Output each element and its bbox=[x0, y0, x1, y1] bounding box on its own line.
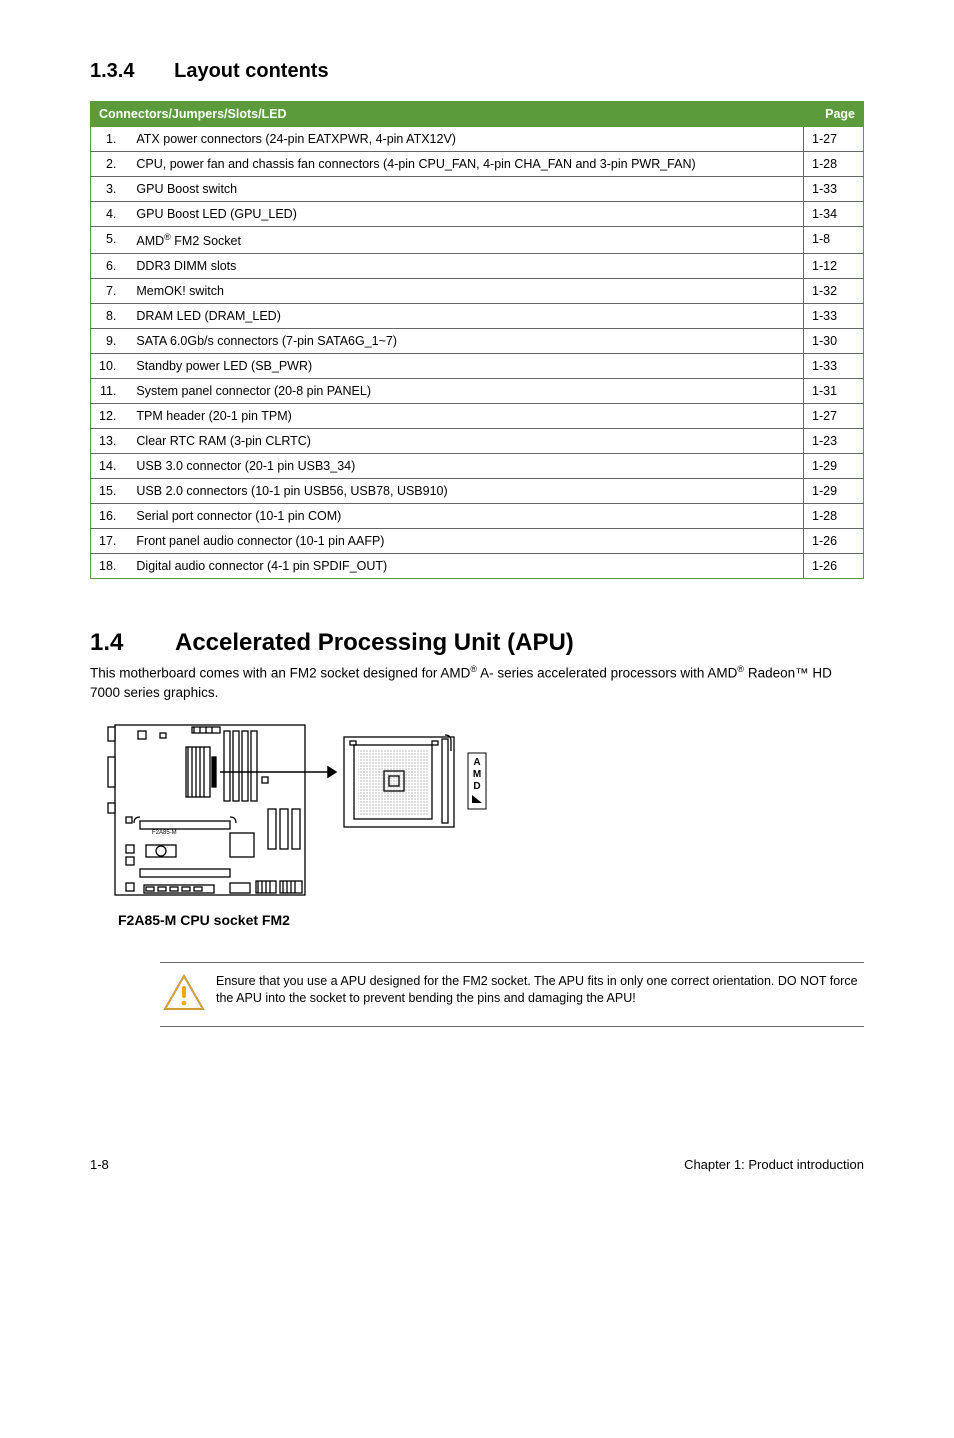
row-page: 1-32 bbox=[804, 279, 864, 304]
row-description: Clear RTC RAM (3-pin CLRTC) bbox=[128, 429, 803, 454]
row-number: 18. bbox=[91, 554, 129, 579]
row-page: 1-33 bbox=[804, 304, 864, 329]
row-description: GPU Boost switch bbox=[128, 177, 803, 202]
table-row: 2.CPU, power fan and chassis fan connect… bbox=[91, 152, 864, 177]
row-page: 1-34 bbox=[804, 202, 864, 227]
table-row: 7.MemOK! switch1-32 bbox=[91, 279, 864, 304]
row-description: GPU Boost LED (GPU_LED) bbox=[128, 202, 803, 227]
text: This motherboard comes with an FM2 socke… bbox=[90, 666, 470, 681]
row-page: 1-8 bbox=[804, 227, 864, 254]
row-number: 3. bbox=[91, 177, 129, 202]
row-page: 1-29 bbox=[804, 479, 864, 504]
text: A- series accelerated processors with AM… bbox=[477, 666, 737, 681]
row-page: 1-31 bbox=[804, 379, 864, 404]
board-figure: F2A85-M bbox=[90, 717, 864, 928]
motherboard-diagram: F2A85-M bbox=[90, 717, 490, 907]
row-description: MemOK! switch bbox=[128, 279, 803, 304]
row-number: 4. bbox=[91, 202, 129, 227]
table-row: 3.GPU Boost switch1-33 bbox=[91, 177, 864, 202]
row-description: DDR3 DIMM slots bbox=[128, 254, 803, 279]
row-number: 12. bbox=[91, 404, 129, 429]
table-row: 10.Standby power LED (SB_PWR)1-33 bbox=[91, 354, 864, 379]
row-page: 1-33 bbox=[804, 177, 864, 202]
row-description: USB 2.0 connectors (10-1 pin USB56, USB7… bbox=[128, 479, 803, 504]
table-row: 12.TPM header (20-1 pin TPM)1-27 bbox=[91, 404, 864, 429]
section-number: 1.3.4 bbox=[90, 60, 134, 82]
row-description: Serial port connector (10-1 pin COM) bbox=[128, 504, 803, 529]
caution-icon bbox=[162, 973, 216, 1016]
row-number: 6. bbox=[91, 254, 129, 279]
row-description: Front panel audio connector (10-1 pin AA… bbox=[128, 529, 803, 554]
row-page: 1-26 bbox=[804, 554, 864, 579]
row-description: DRAM LED (DRAM_LED) bbox=[128, 304, 803, 329]
table-row: 6.DDR3 DIMM slots1-12 bbox=[91, 254, 864, 279]
connectors-table: Connectors/Jumpers/Slots/LED Page 1.ATX … bbox=[90, 101, 864, 579]
table-row: 11.System panel connector (20-8 pin PANE… bbox=[91, 379, 864, 404]
row-description: AMD® FM2 Socket bbox=[128, 227, 803, 254]
caution-text: Ensure that you use a APU designed for t… bbox=[216, 973, 862, 1008]
row-description: Standby power LED (SB_PWR) bbox=[128, 354, 803, 379]
section-number: 1.4 bbox=[90, 629, 123, 656]
table-row: 4.GPU Boost LED (GPU_LED)1-34 bbox=[91, 202, 864, 227]
row-number: 17. bbox=[91, 529, 129, 554]
row-number: 13. bbox=[91, 429, 129, 454]
table-row: 17.Front panel audio connector (10-1 pin… bbox=[91, 529, 864, 554]
table-row: 15.USB 2.0 connectors (10-1 pin USB56, U… bbox=[91, 479, 864, 504]
row-number: 9. bbox=[91, 329, 129, 354]
row-number: 5. bbox=[91, 227, 129, 254]
row-number: 8. bbox=[91, 304, 129, 329]
table-row: 14.USB 3.0 connector (20-1 pin USB3_34)1… bbox=[91, 454, 864, 479]
row-number: 14. bbox=[91, 454, 129, 479]
table-row: 13.Clear RTC RAM (3-pin CLRTC)1-23 bbox=[91, 429, 864, 454]
page-footer: 1-8 Chapter 1: Product introduction bbox=[90, 1157, 864, 1172]
row-number: 2. bbox=[91, 152, 129, 177]
apu-description: This motherboard comes with an FM2 socke… bbox=[90, 663, 864, 703]
table-row: 16.Serial port connector (10-1 pin COM)1… bbox=[91, 504, 864, 529]
row-description: Digital audio connector (4-1 pin SPDIF_O… bbox=[128, 554, 803, 579]
caution-note: Ensure that you use a APU designed for t… bbox=[160, 962, 864, 1027]
row-number: 15. bbox=[91, 479, 129, 504]
footer-chapter: Chapter 1: Product introduction bbox=[684, 1157, 864, 1172]
row-page: 1-26 bbox=[804, 529, 864, 554]
row-description: TPM header (20-1 pin TPM) bbox=[128, 404, 803, 429]
amd-letter: M bbox=[473, 769, 481, 780]
row-page: 1-27 bbox=[804, 404, 864, 429]
row-description: ATX power connectors (24-pin EATXPWR, 4-… bbox=[128, 127, 803, 152]
table-row: 1.ATX power connectors (24-pin EATXPWR, … bbox=[91, 127, 864, 152]
row-number: 1. bbox=[91, 127, 129, 152]
footer-page-number: 1-8 bbox=[90, 1157, 109, 1172]
board-model-label: F2A85-M bbox=[152, 830, 177, 836]
heading-layout-contents: 1.3.4 Layout contents bbox=[90, 60, 864, 83]
row-page: 1-28 bbox=[804, 152, 864, 177]
section-title: Layout contents bbox=[174, 60, 328, 82]
row-description: CPU, power fan and chassis fan connector… bbox=[128, 152, 803, 177]
table-row: 5.AMD® FM2 Socket1-8 bbox=[91, 227, 864, 254]
row-page: 1-28 bbox=[804, 504, 864, 529]
row-description: SATA 6.0Gb/s connectors (7-pin SATA6G_1~… bbox=[128, 329, 803, 354]
row-page: 1-29 bbox=[804, 454, 864, 479]
table-header-left: Connectors/Jumpers/Slots/LED bbox=[91, 102, 804, 127]
row-page: 1-33 bbox=[804, 354, 864, 379]
table-row: 9.SATA 6.0Gb/s connectors (7-pin SATA6G_… bbox=[91, 329, 864, 354]
row-description: System panel connector (20-8 pin PANEL) bbox=[128, 379, 803, 404]
table-header-page: Page bbox=[804, 102, 864, 127]
section-title: Accelerated Processing Unit (APU) bbox=[175, 629, 574, 656]
row-number: 7. bbox=[91, 279, 129, 304]
row-page: 1-27 bbox=[804, 127, 864, 152]
row-number: 16. bbox=[91, 504, 129, 529]
row-page: 1-12 bbox=[804, 254, 864, 279]
table-row: 18.Digital audio connector (4-1 pin SPDI… bbox=[91, 554, 864, 579]
row-page: 1-30 bbox=[804, 329, 864, 354]
row-description: USB 3.0 connector (20-1 pin USB3_34) bbox=[128, 454, 803, 479]
table-row: 8.DRAM LED (DRAM_LED)1-33 bbox=[91, 304, 864, 329]
heading-apu: 1.4 Accelerated Processing Unit (APU) bbox=[90, 629, 864, 657]
row-number: 10. bbox=[91, 354, 129, 379]
amd-letter: D bbox=[473, 781, 480, 792]
amd-letter: A bbox=[473, 757, 480, 768]
row-number: 11. bbox=[91, 379, 129, 404]
row-page: 1-23 bbox=[804, 429, 864, 454]
figure-caption: F2A85-M CPU socket FM2 bbox=[118, 912, 864, 928]
